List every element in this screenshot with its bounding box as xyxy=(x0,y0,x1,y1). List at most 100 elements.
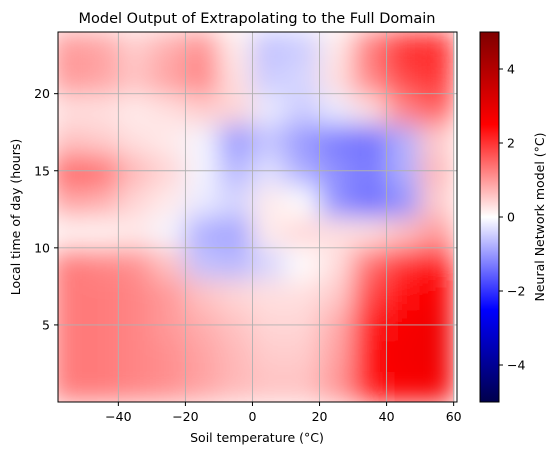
heatmap-cell xyxy=(58,278,86,310)
heatmap-cell xyxy=(319,62,354,95)
x-tick-label: −40 xyxy=(105,409,131,424)
heatmap-cell xyxy=(184,278,220,310)
y-tick-label: 20 xyxy=(34,86,50,101)
heatmap-cell xyxy=(319,339,354,372)
heatmap-cell xyxy=(184,339,220,372)
heatmap-cell xyxy=(151,32,186,64)
heatmap-cell xyxy=(58,124,86,156)
x-tick-label: 60 xyxy=(446,409,462,424)
heatmap-cell xyxy=(58,216,86,249)
heatmap-cell xyxy=(285,247,321,280)
heatmap-cell xyxy=(184,216,220,249)
heatmap-cell xyxy=(151,339,186,372)
heatmap-cell xyxy=(352,216,388,249)
heatmap-cell xyxy=(419,124,455,156)
heatmap-cell xyxy=(352,32,388,64)
heatmap-cell xyxy=(386,32,421,64)
colorbar-ticks: −4 −2 0 2 4 xyxy=(499,62,525,373)
heatmap-cell xyxy=(151,93,186,125)
heatmap-cell xyxy=(352,93,388,125)
x-tick-label: 20 xyxy=(312,409,328,424)
x-tick-label: 0 xyxy=(248,409,256,424)
heatmap-cell xyxy=(151,124,186,156)
heatmap-cell xyxy=(251,124,287,156)
heatmap-cell xyxy=(386,93,421,125)
heatmap-cell xyxy=(117,185,153,218)
heatmap-cell xyxy=(184,93,220,125)
heatmap-cell xyxy=(386,185,421,218)
heatmap-cell xyxy=(285,124,321,156)
heatmap-cell xyxy=(84,124,119,156)
heatmap-cell xyxy=(386,339,421,372)
heatmap-cell xyxy=(319,216,354,249)
heatmap-cell xyxy=(84,370,119,402)
x-tick-label: 40 xyxy=(379,409,395,424)
heatmap-cell xyxy=(319,93,354,125)
heatmap-cell xyxy=(218,93,253,125)
heatmap-cell xyxy=(319,185,354,218)
heatmap-cell xyxy=(84,278,119,310)
heatmap-cell xyxy=(218,62,253,95)
heatmap-cell xyxy=(386,370,421,402)
heatmap-cell xyxy=(117,62,153,95)
heatmap-cell xyxy=(251,216,287,249)
heatmap-cell xyxy=(117,278,153,310)
heatmap-cell xyxy=(419,370,455,402)
heatmap-cell xyxy=(251,93,287,125)
heatmap-cell xyxy=(184,32,220,64)
heatmap-cell xyxy=(184,185,220,218)
heatmap-cell xyxy=(117,247,153,280)
heatmap-cells xyxy=(58,32,455,402)
heatmap-cell xyxy=(218,216,253,249)
heatmap-cell xyxy=(352,278,388,310)
heatmap-cell xyxy=(58,247,86,280)
heatmap-cell xyxy=(419,216,455,249)
heatmap-cell xyxy=(84,339,119,372)
heatmap-cell xyxy=(117,32,153,64)
heatmap-cell xyxy=(352,339,388,372)
heatmap-cell xyxy=(184,370,220,402)
y-axis-label: Local time of day (hours) xyxy=(8,139,23,295)
heatmap-cell xyxy=(251,185,287,218)
heatmap-cell xyxy=(352,247,388,280)
heatmap-cell xyxy=(117,339,153,372)
heatmap-cell xyxy=(386,278,421,310)
heatmap-cell xyxy=(218,32,253,64)
heatmap-cell xyxy=(386,247,421,280)
heatmap-cell xyxy=(352,124,388,156)
heatmap-cell xyxy=(117,124,153,156)
heatmap-cell xyxy=(251,62,287,95)
heatmap-cell xyxy=(285,278,321,310)
heatmap-cell xyxy=(419,185,455,218)
colorbar xyxy=(479,31,500,403)
x-axis-ticks: −40 −20 0 20 40 60 xyxy=(105,402,462,424)
heatmap-cell xyxy=(251,247,287,280)
y-axis-ticks: 5 10 15 20 xyxy=(34,86,58,332)
heatmap-cell xyxy=(251,370,287,402)
heatmap-cell xyxy=(58,62,86,95)
heatmap-cell xyxy=(285,93,321,125)
heatmap-cell xyxy=(58,370,86,402)
heatmap-cell xyxy=(419,93,455,125)
heatmap-cell xyxy=(58,93,86,125)
heatmap-cell xyxy=(218,247,253,280)
colorbar-label: Neural Network model (°C) xyxy=(532,132,547,301)
heatmap-cell xyxy=(58,185,86,218)
heatmap-cell xyxy=(84,93,119,125)
heatmap-cell xyxy=(419,62,455,95)
heatmap-cell xyxy=(319,370,354,402)
heatmap-cell xyxy=(58,32,86,64)
heatmap-cell xyxy=(184,62,220,95)
colorbar-tick-label: −4 xyxy=(507,358,525,373)
heatmap-cell xyxy=(58,339,86,372)
heatmap-cell xyxy=(419,278,455,310)
heatmap-cell xyxy=(218,124,253,156)
heatmap-cell xyxy=(218,370,253,402)
heatmap-cell xyxy=(285,62,321,95)
heatmap-cell xyxy=(319,247,354,280)
heatmap-cell xyxy=(386,124,421,156)
heatmap-cell xyxy=(352,62,388,95)
heatmap-cell xyxy=(84,62,119,95)
heatmap-cell xyxy=(218,339,253,372)
